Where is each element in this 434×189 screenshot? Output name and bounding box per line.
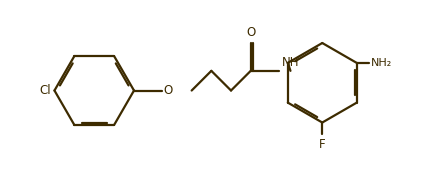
Text: F: F [318,138,325,151]
Text: Cl: Cl [39,84,51,97]
Text: NH: NH [281,56,299,69]
Text: NH₂: NH₂ [370,58,391,68]
Text: O: O [246,26,255,39]
Text: O: O [164,84,173,97]
